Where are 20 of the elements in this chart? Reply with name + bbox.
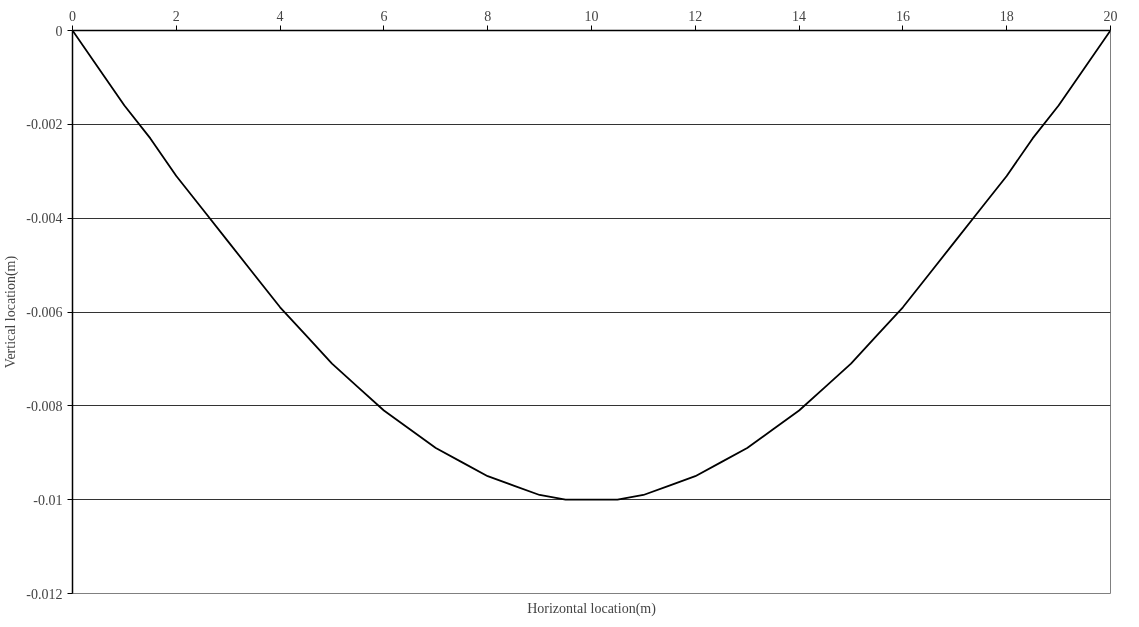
y-tick-label: -0.01 — [33, 492, 63, 508]
y-tick-label: -0.012 — [26, 586, 63, 602]
y-tick-label: -0.002 — [26, 117, 63, 133]
y-tick-label: 0 — [55, 23, 63, 39]
y-tick-label: -0.006 — [26, 305, 63, 320]
x-axis-title: Horizontal location(m) — [527, 600, 657, 617]
x-tick-label: 18 — [999, 8, 1014, 24]
y-tick-label: -0.004 — [26, 211, 63, 227]
y-axis-title: Vertical location(m) — [3, 255, 20, 369]
x-tick-label: 20 — [1103, 8, 1118, 24]
y-tick-label: -0.008 — [26, 398, 63, 414]
x-tick-label: 14 — [792, 8, 807, 24]
x-tick-label: 0 — [69, 8, 76, 24]
x-tick-label: 2 — [172, 8, 180, 24]
x-tick-label: 10 — [584, 8, 599, 24]
x-tick-label: 4 — [276, 8, 284, 24]
x-tick-label: 6 — [380, 8, 388, 24]
x-tick-label: 8 — [484, 8, 492, 24]
x-tick-label: 16 — [895, 8, 910, 24]
x-tick-label: 12 — [688, 8, 703, 24]
